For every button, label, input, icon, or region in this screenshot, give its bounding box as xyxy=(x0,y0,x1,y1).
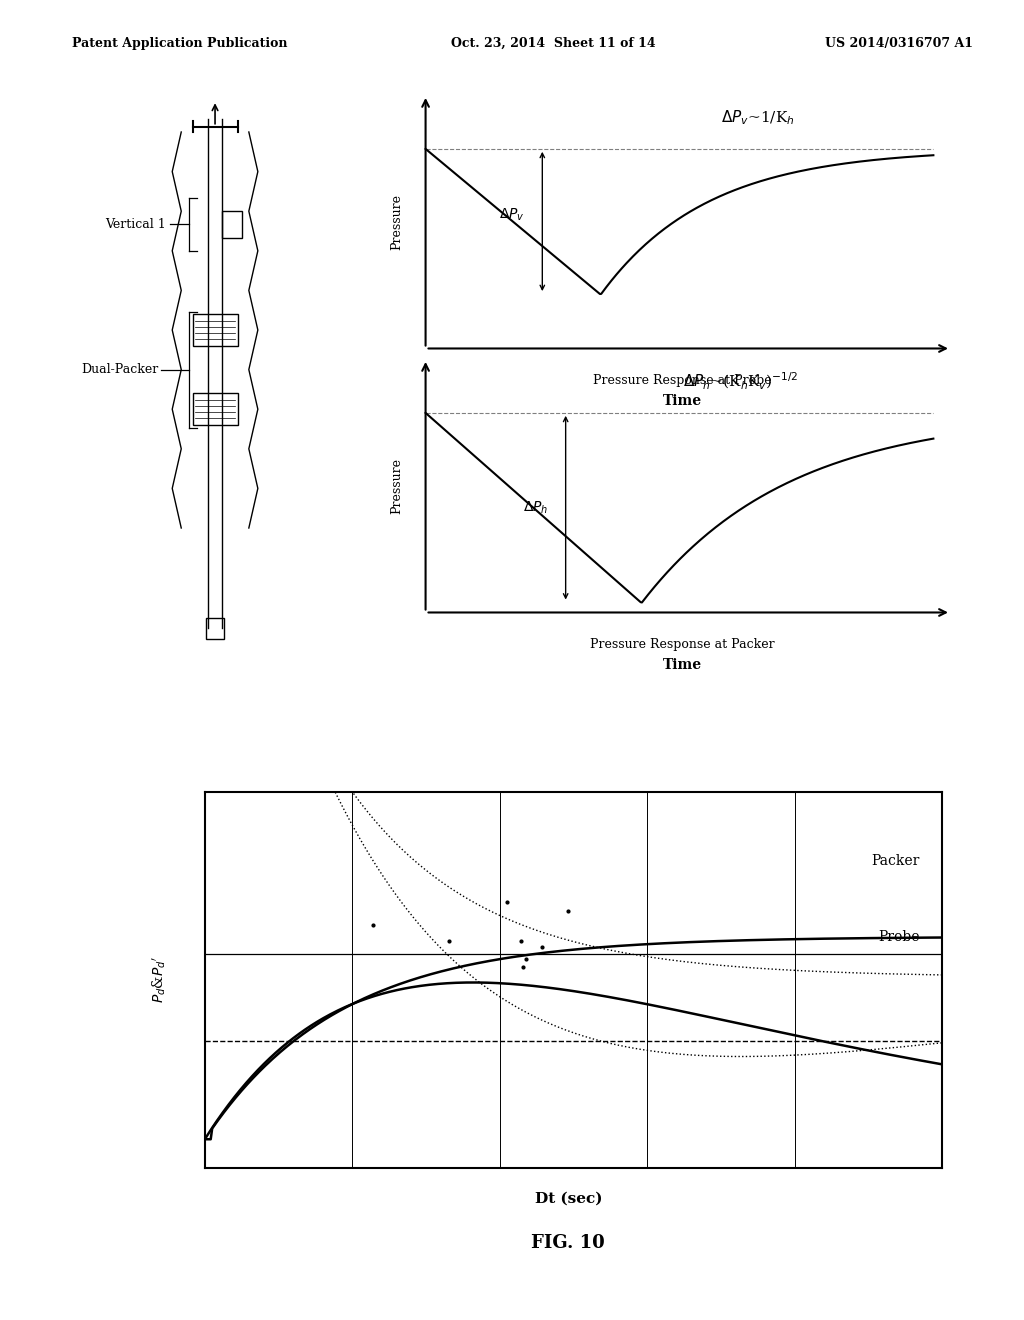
Text: $\Delta P_h$: $\Delta P_h$ xyxy=(523,499,548,516)
Text: Dual-Packer: Dual-Packer xyxy=(82,363,159,376)
Point xyxy=(365,915,381,936)
Text: Dt (sec): Dt (sec) xyxy=(535,1192,602,1206)
Bar xyxy=(193,314,238,346)
Point xyxy=(560,900,577,921)
Text: FIG. 10: FIG. 10 xyxy=(531,1234,605,1253)
Point xyxy=(499,891,515,912)
Text: Pressure: Pressure xyxy=(390,194,402,249)
Text: US 2014/0316707 A1: US 2014/0316707 A1 xyxy=(824,37,973,50)
Text: Probe: Probe xyxy=(879,929,920,944)
Text: Pressure Response at Probe: Pressure Response at Probe xyxy=(593,374,772,387)
Text: $\Delta P_h$~(K$_h$K$_v$)$^{-1/2}$: $\Delta P_h$~(K$_h$K$_v$)$^{-1/2}$ xyxy=(683,371,799,392)
Text: Time: Time xyxy=(663,659,702,672)
Point xyxy=(512,931,528,952)
Bar xyxy=(222,211,242,238)
Text: Time: Time xyxy=(663,395,702,408)
Text: Patent Application Publication: Patent Application Publication xyxy=(72,37,287,50)
Text: $\Delta P_v$: $\Delta P_v$ xyxy=(499,207,524,223)
Text: $\Delta P_v$~1/K$_h$: $\Delta P_v$~1/K$_h$ xyxy=(722,108,795,127)
Text: Vertical 1: Vertical 1 xyxy=(104,218,166,231)
Text: Pressure Response at Packer: Pressure Response at Packer xyxy=(590,638,775,651)
Point xyxy=(515,956,531,977)
Text: Pressure: Pressure xyxy=(390,458,402,513)
Text: Packer: Packer xyxy=(871,854,920,869)
Bar xyxy=(193,393,238,425)
Bar xyxy=(206,618,224,639)
Text: Oct. 23, 2014  Sheet 11 of 14: Oct. 23, 2014 Sheet 11 of 14 xyxy=(451,37,655,50)
Point xyxy=(518,948,535,969)
Point xyxy=(441,931,458,952)
Text: $P_d$&$P_d{'}$: $P_d$&$P_d{'}$ xyxy=(150,956,168,1003)
Point xyxy=(534,937,550,958)
